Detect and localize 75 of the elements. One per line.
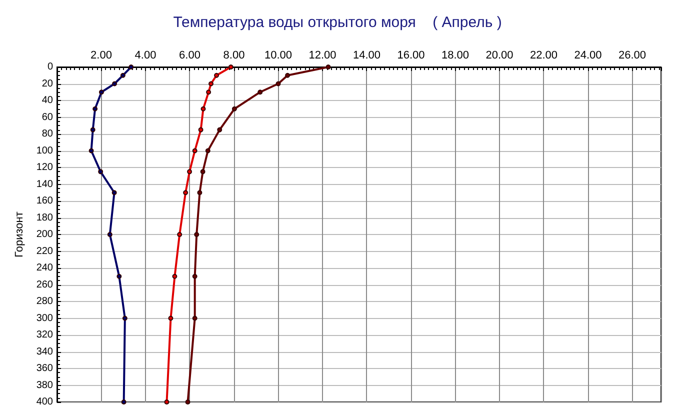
- x-tick-label: 20.00: [486, 50, 514, 62]
- y-tick-label: 360: [36, 363, 54, 374]
- y-tick-label: 20: [42, 78, 54, 90]
- point: [185, 400, 190, 404]
- x-tick-label: 4.00: [134, 50, 156, 62]
- x-tick-label: 16.00: [397, 50, 425, 62]
- y-tick-label: 0: [47, 62, 54, 72]
- point: [98, 90, 104, 95]
- point: [183, 190, 188, 196]
- y-tick-label: 40: [42, 95, 54, 106]
- point: [112, 81, 118, 86]
- point: [164, 400, 170, 404]
- y-tick-label: 400: [36, 396, 54, 408]
- y-tick-label: 300: [36, 312, 54, 324]
- y-axis-title: Горизонт: [14, 212, 26, 258]
- x-tick-label: 24.00: [574, 50, 602, 62]
- point: [198, 127, 204, 132]
- y-tick-label: 60: [42, 112, 54, 123]
- y-tick-label: 200: [36, 229, 54, 240]
- x-tick-label: 18.00: [441, 50, 470, 62]
- point: [172, 274, 178, 279]
- point: [285, 72, 290, 78]
- point: [168, 316, 174, 321]
- point: [98, 169, 104, 174]
- y-tick-label: 160: [36, 196, 54, 206]
- x-tick-label: 6.00: [179, 50, 200, 62]
- point: [107, 232, 112, 237]
- point: [228, 64, 234, 70]
- point: [128, 64, 134, 70]
- x-tick-label: 26.00: [618, 50, 646, 62]
- point: [276, 81, 281, 86]
- point: [192, 148, 198, 154]
- point: [120, 72, 126, 78]
- point: [200, 106, 206, 112]
- point: [92, 106, 98, 112]
- y-tick-label: 320: [36, 330, 54, 340]
- x-tick-label: 14.00: [352, 50, 381, 62]
- point: [88, 148, 94, 154]
- y-tick-label: 100: [36, 145, 54, 156]
- point: [326, 64, 331, 70]
- y-tick-label: 120: [36, 162, 54, 173]
- point: [187, 169, 192, 174]
- x-tick-label: 8.00: [223, 50, 245, 62]
- x-tick-label: 12.00: [308, 50, 336, 62]
- x-tick-label: 22.00: [530, 50, 558, 62]
- point: [197, 190, 202, 196]
- point: [217, 127, 222, 132]
- y-tick-label: 140: [36, 178, 54, 190]
- point: [205, 148, 210, 154]
- point: [122, 316, 128, 321]
- chart-title: Температура воды открытого моря ( Апрель ): [173, 14, 502, 31]
- y-tick-label: 340: [36, 346, 54, 358]
- point: [116, 274, 122, 279]
- y-tick-label: 260: [36, 279, 54, 290]
- y-tick-label: 180: [36, 212, 54, 224]
- point: [121, 400, 126, 404]
- point: [232, 106, 237, 112]
- point: [192, 274, 198, 279]
- y-tick-label: 380: [36, 380, 54, 391]
- point: [90, 127, 96, 132]
- point: [214, 72, 220, 78]
- point: [208, 81, 214, 86]
- y-tick-label: 220: [36, 246, 54, 257]
- point: [192, 316, 198, 321]
- y-tick-label: 80: [42, 128, 54, 140]
- point: [194, 232, 200, 237]
- x-tick-label: 2.00: [90, 50, 112, 62]
- point: [112, 190, 117, 196]
- y-tick-label: 280: [36, 296, 54, 307]
- x-tick-label: 10.00: [264, 50, 292, 62]
- y-tick-label: 240: [36, 262, 54, 274]
- point: [206, 90, 212, 95]
- point: [258, 90, 263, 95]
- point: [177, 232, 182, 237]
- point: [200, 169, 206, 174]
